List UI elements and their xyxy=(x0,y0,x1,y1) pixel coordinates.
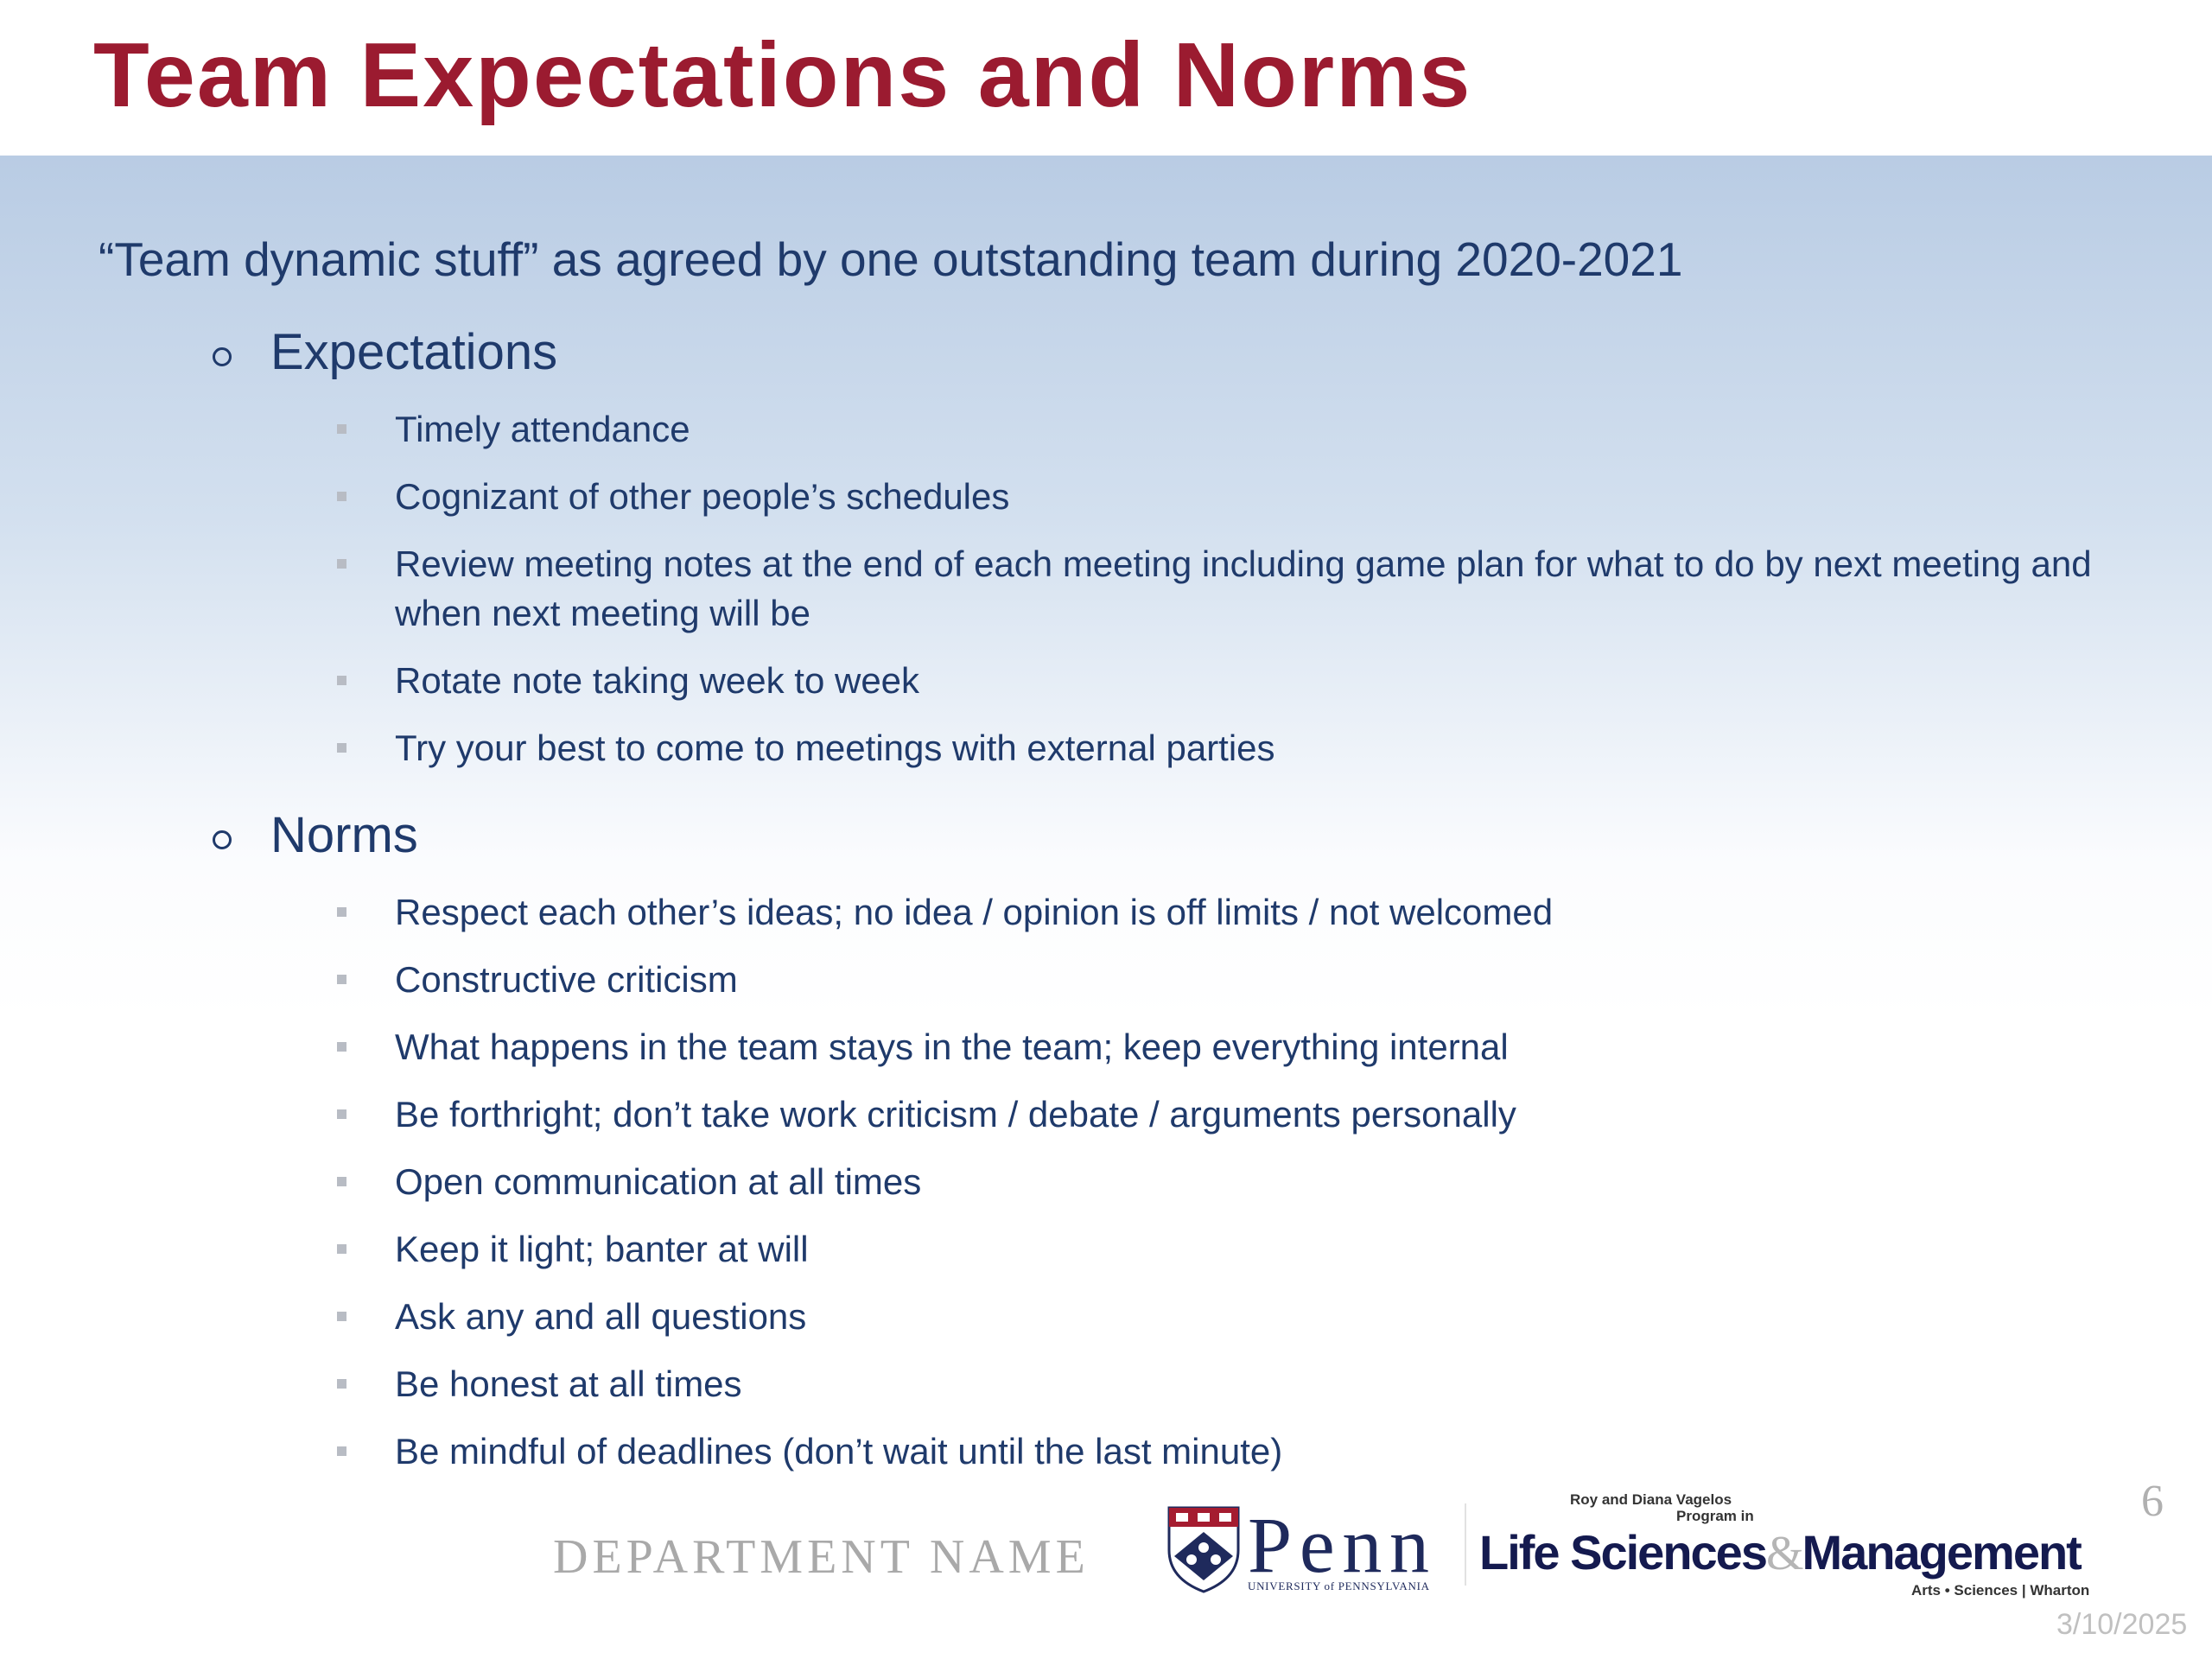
square-bullet-icon xyxy=(337,907,346,917)
list-item: Rotate note taking week to week xyxy=(395,660,920,701)
list-item-row: Constructive criticism xyxy=(337,955,2212,1004)
list-item: Open communication at all times xyxy=(395,1161,922,1202)
list-item: Be mindful of deadlines (don’t wait unti… xyxy=(395,1431,1283,1471)
lsm-program-line: Program in xyxy=(1676,1508,1754,1524)
section-heading: Norms xyxy=(270,807,418,863)
circle-bullet-icon xyxy=(213,830,232,849)
section: Norms Respect each other’s ideas; no idea… xyxy=(0,791,2212,1494)
square-bullet-icon xyxy=(337,1379,346,1389)
square-bullet-icon xyxy=(337,1177,346,1186)
lsm-wordmark: Life Sciences&Management xyxy=(1479,1524,2119,1582)
list-item-row: Be honest at all times xyxy=(337,1359,2212,1408)
list-item: Keep it light; banter at will xyxy=(395,1229,809,1269)
section: Expectations Timely attendance Cognizant o… xyxy=(0,287,2212,791)
lsm-ampersand: & xyxy=(1765,1527,1804,1580)
list-item: Be forthright; don’t take work criticism… xyxy=(395,1094,1516,1135)
square-bullet-icon xyxy=(337,1312,346,1321)
section-items: Timely attendance Cognizant of other peop… xyxy=(0,404,2212,791)
slide-content: “Team dynamic stuff” as agreed by one ou… xyxy=(0,232,2212,1494)
list-item-row: Review meeting notes at the end of each … xyxy=(337,539,2212,638)
slide-date: 3/10/2025 xyxy=(2056,1608,2188,1641)
square-bullet-icon xyxy=(337,1109,346,1119)
list-item: Be honest at all times xyxy=(395,1363,742,1404)
list-item: Ask any and all questions xyxy=(395,1296,807,1337)
penn-wordmark: Penn xyxy=(1248,1503,1429,1589)
list-item-row: Be mindful of deadlines (don’t wait unti… xyxy=(337,1427,2212,1476)
list-item: Cognizant of other people’s schedules xyxy=(395,476,1010,517)
square-bullet-icon xyxy=(337,1042,346,1052)
list-item-row: Be forthright; don’t take work criticism… xyxy=(337,1090,2212,1139)
slide-title: Team Expectations and Norms xyxy=(93,24,1472,126)
content-background xyxy=(0,156,2212,1659)
circle-bullet-icon xyxy=(213,347,232,366)
list-item-row: What happens in the team stays in the te… xyxy=(337,1022,2212,1071)
square-bullet-icon xyxy=(337,676,346,685)
section-heading-row: Expectations xyxy=(213,323,2212,382)
square-bullet-icon xyxy=(337,559,346,569)
logo-divider xyxy=(1465,1503,1466,1586)
slide-subtitle: “Team dynamic stuff” as agreed by one ou… xyxy=(99,232,1683,286)
list-item-row: Open communication at all times xyxy=(337,1157,2212,1206)
lsm-bottom-line: Arts • Sciences | Wharton xyxy=(1911,1582,2090,1599)
department-name: DEPARTMENT NAME xyxy=(553,1530,1090,1584)
lsm-left: Life Sciences xyxy=(1479,1525,1768,1580)
slide-header: Team Expectations and Norms xyxy=(0,0,2212,156)
list-item: Try your best to come to meetings with e… xyxy=(395,728,1275,768)
penn-tagline: UNIVERSITY of PENNSYLVANIA xyxy=(1248,1580,1430,1592)
list-item-row: Keep it light; banter at will xyxy=(337,1224,2212,1274)
lsm-logo: Roy and Diana Vagelos Program in Life Sc… xyxy=(1479,1491,2119,1599)
square-bullet-icon xyxy=(337,492,346,501)
list-item-row: Rotate note taking week to week xyxy=(337,656,2212,705)
list-item: Respect each other’s ideas; no idea / op… xyxy=(395,892,1554,932)
lsm-right: Management xyxy=(1802,1525,2082,1580)
lsm-top-line: Roy and Diana Vagelos xyxy=(1570,1491,1732,1508)
list-item-row: Timely attendance xyxy=(337,404,2212,454)
section-heading-row: Norms xyxy=(213,806,2212,865)
list-item-row: Cognizant of other people’s schedules xyxy=(337,472,2212,521)
list-item: Constructive criticism xyxy=(395,959,738,1000)
square-bullet-icon xyxy=(337,1446,346,1456)
bullet-list: Expectations Timely attendance Cognizant o… xyxy=(0,287,2212,1494)
list-item-row: Respect each other’s ideas; no idea / op… xyxy=(337,887,2212,937)
list-item: Timely attendance xyxy=(395,409,690,449)
square-bullet-icon xyxy=(337,1244,346,1254)
penn-logo: Penn UNIVERSITY of PENNSYLVANIA xyxy=(1167,1503,1430,1593)
square-bullet-icon xyxy=(337,743,346,753)
square-bullet-icon xyxy=(337,975,346,984)
list-item: What happens in the team stays in the te… xyxy=(395,1027,1509,1067)
section-heading: Expectations xyxy=(270,324,558,380)
square-bullet-icon xyxy=(337,424,346,434)
page-number: 6 xyxy=(2141,1477,2164,1526)
list-item-row: Try your best to come to meetings with e… xyxy=(337,723,2212,772)
list-item: Review meeting notes at the end of each … xyxy=(395,543,2092,633)
list-item-row: Ask any and all questions xyxy=(337,1292,2212,1341)
section-items: Respect each other’s ideas; no idea / op… xyxy=(0,887,2212,1494)
